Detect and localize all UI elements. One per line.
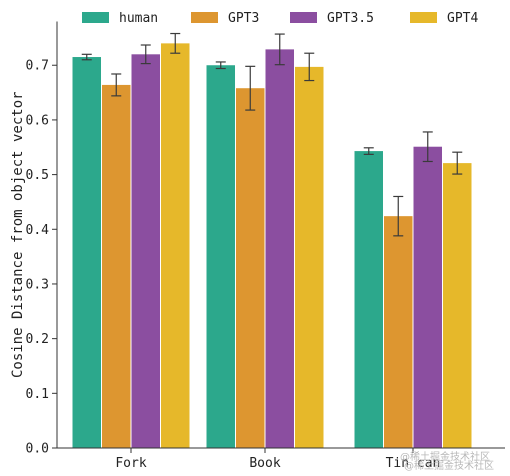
x-tick-label: Book — [249, 456, 280, 471]
bar-human — [354, 151, 383, 449]
legend-swatch — [410, 12, 437, 23]
y-tick-label: 0.6 — [26, 113, 49, 128]
bar-gpt4 — [443, 163, 472, 449]
bar-gpt4 — [295, 66, 324, 448]
legend-swatch — [290, 12, 317, 23]
y-axis-label: Cosine Distance from object vector — [10, 91, 26, 378]
legend: human GPT3 GPT3.5 GPT4 — [82, 11, 478, 26]
bar-gpt3-5 — [413, 146, 442, 448]
legend-label: GPT4 — [447, 11, 478, 26]
bar-gpt3 — [102, 84, 131, 448]
y-tick-label: 0.3 — [26, 277, 49, 292]
y-tick-label: 0.4 — [26, 223, 50, 238]
bar-gpt3-5 — [131, 54, 160, 448]
axes — [56, 21, 505, 449]
y-tick-label: 0.0 — [26, 442, 49, 457]
watermark-line-2: @稀土掘金技术社区 — [404, 459, 494, 472]
y-tick-label: 0.7 — [26, 59, 49, 74]
watermark-line-1: @稀土掘金技术社区 — [400, 450, 490, 463]
y-tick-label: 0.2 — [26, 332, 49, 347]
bar-gpt3 — [236, 88, 265, 448]
y-ticks: 0.0 0.1 0.2 0.3 0.4 0.5 0.6 0.7 — [26, 59, 57, 457]
bar-human — [206, 65, 235, 449]
legend-label: GPT3.5 — [327, 11, 374, 26]
x-tick-label: Tin can — [386, 456, 441, 471]
error-bars — [81, 32, 463, 237]
x-ticks: Fork Book Tin can — [115, 448, 440, 471]
legend-label: human — [119, 11, 158, 26]
legend-label: GPT3 — [228, 11, 259, 26]
bar-human — [72, 57, 101, 449]
y-tick-label: 0.5 — [26, 168, 49, 183]
bar-gpt4 — [161, 43, 190, 448]
legend-swatch — [191, 12, 218, 23]
x-tick-label: Fork — [115, 456, 146, 471]
y-tick-label: 0.1 — [26, 387, 49, 402]
bars — [72, 43, 472, 449]
legend-swatch — [82, 12, 109, 23]
bar-gpt3-5 — [265, 49, 294, 448]
bar-gpt3 — [384, 216, 413, 448]
